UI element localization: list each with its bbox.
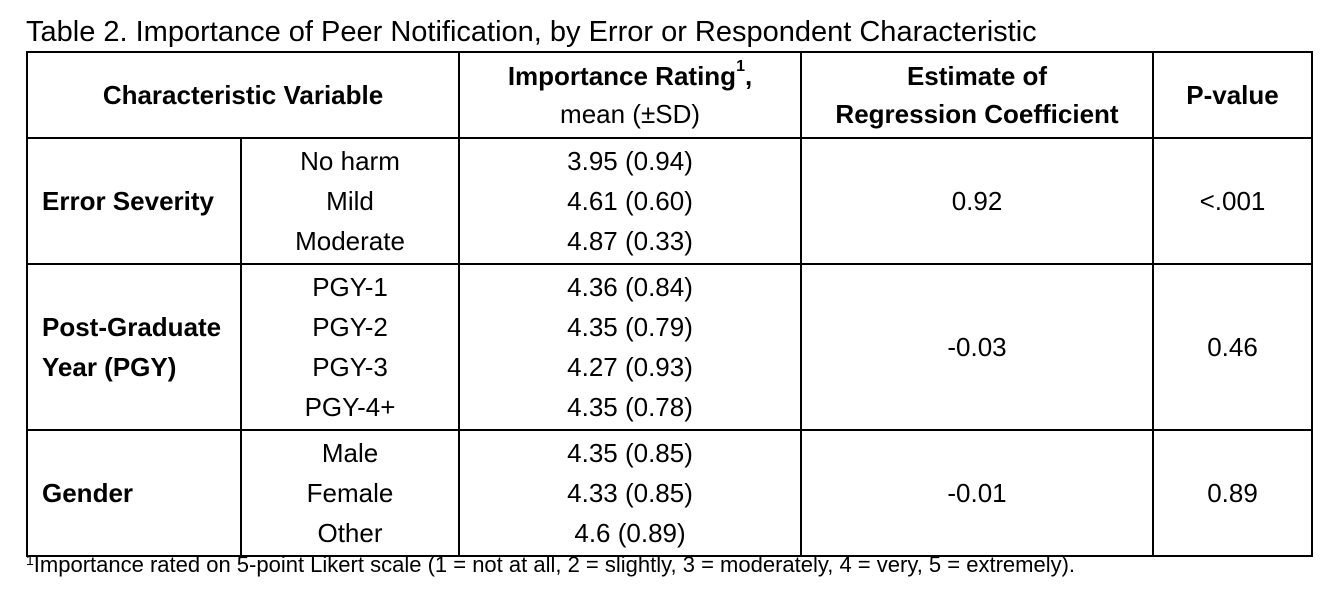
header-importance: Importance Rating1, mean (±SD) <box>458 51 803 139</box>
header-importance-title: Importance Rating1, <box>460 57 800 95</box>
table-caption: Table 2. Importance of Peer Notification… <box>26 16 1037 48</box>
table-row-pgy: Post-Graduate Year (PGY) PGY-1 PGY-2 PGY… <box>26 263 1314 431</box>
rating-cell: 4.87 (0.33) <box>567 226 693 256</box>
categories-error-severity: No harm Mild Moderate <box>239 137 461 265</box>
category-cell: PGY-3 <box>312 352 388 382</box>
header-pvalue-label: P-value <box>1186 80 1279 110</box>
table-row-error-severity: Error Severity No harm Mild Moderate 3.9… <box>26 137 1314 265</box>
rating-cell: 4.27 (0.93) <box>567 352 693 382</box>
rating-cell: 3.95 (0.94) <box>567 146 693 176</box>
category-cell: Moderate <box>295 226 405 256</box>
header-importance-footnote-marker: 1 <box>736 58 745 75</box>
category-cell: Other <box>317 518 383 548</box>
rating-cell: 4.35 (0.78) <box>567 392 693 422</box>
category-cell: PGY-2 <box>312 312 388 342</box>
ratings-error-severity: 3.95 (0.94) 4.61 (0.60) 4.87 (0.33) <box>458 137 803 265</box>
group-label-gender: Gender <box>26 429 242 557</box>
header-characteristic: Characteristic Variable <box>25 51 461 139</box>
rating-cell: 4.61 (0.60) <box>567 186 693 216</box>
category-cell: Female <box>306 478 394 508</box>
group-label-error-severity: Error Severity <box>26 137 242 265</box>
category-cell: PGY-4+ <box>304 392 396 422</box>
category-cell: No harm <box>300 146 400 176</box>
coefficient-pgy: -0.03 <box>800 263 1155 431</box>
group-label-pgy: Post-Graduate Year (PGY) <box>26 263 242 431</box>
header-characteristic-label: Characteristic Variable <box>102 80 384 110</box>
header-row: Characteristic Variable Importance Ratin… <box>25 51 1314 139</box>
data-table: Characteristic Variable Importance Ratin… <box>25 51 1314 557</box>
coefficient-error-severity: 0.92 <box>800 137 1155 265</box>
ratings-pgy: 4.36 (0.84) 4.35 (0.79) 4.27 (0.93) 4.35… <box>458 263 803 431</box>
header-importance-comma: , <box>744 61 753 91</box>
rating-cell: 4.6 (0.89) <box>574 518 686 548</box>
category-cell: PGY-1 <box>312 272 388 302</box>
categories-gender: Male Female Other <box>239 429 461 557</box>
coefficient-gender: -0.01 <box>800 429 1155 557</box>
table-row-gender: Gender Male Female Other 4.35 (0.85) 4.3… <box>26 429 1314 557</box>
header-estimate-line2: Regression Coefficient <box>835 99 1119 129</box>
header-importance-subtitle: mean (±SD) <box>560 99 700 129</box>
pvalue-error-severity: <.001 <box>1152 137 1314 265</box>
header-importance-label: Importance Rating <box>507 61 737 91</box>
header-estimate: Estimate of Regression Coefficient <box>800 51 1155 139</box>
category-cell: Mild <box>326 186 374 216</box>
categories-pgy: PGY-1 PGY-2 PGY-3 PGY-4+ <box>239 263 461 431</box>
rating-cell: 4.36 (0.84) <box>567 272 693 302</box>
category-cell: Male <box>321 438 379 468</box>
header-pvalue: P-value <box>1152 51 1314 139</box>
ratings-gender: 4.35 (0.85) 4.33 (0.85) 4.6 (0.89) <box>458 429 803 557</box>
header-estimate-line1: Estimate of <box>906 61 1048 91</box>
footnote-text: Importance rated on 5-point Likert scale… <box>33 552 1076 577</box>
table-footnote: 1Importance rated on 5-point Likert scal… <box>26 550 1075 580</box>
rating-cell: 4.35 (0.79) <box>567 312 693 342</box>
rating-cell: 4.35 (0.85) <box>567 438 693 468</box>
pvalue-pgy: 0.46 <box>1152 263 1314 431</box>
footnote-marker: 1 <box>26 552 34 568</box>
rating-cell: 4.33 (0.85) <box>567 478 693 508</box>
pvalue-gender: 0.89 <box>1152 429 1314 557</box>
